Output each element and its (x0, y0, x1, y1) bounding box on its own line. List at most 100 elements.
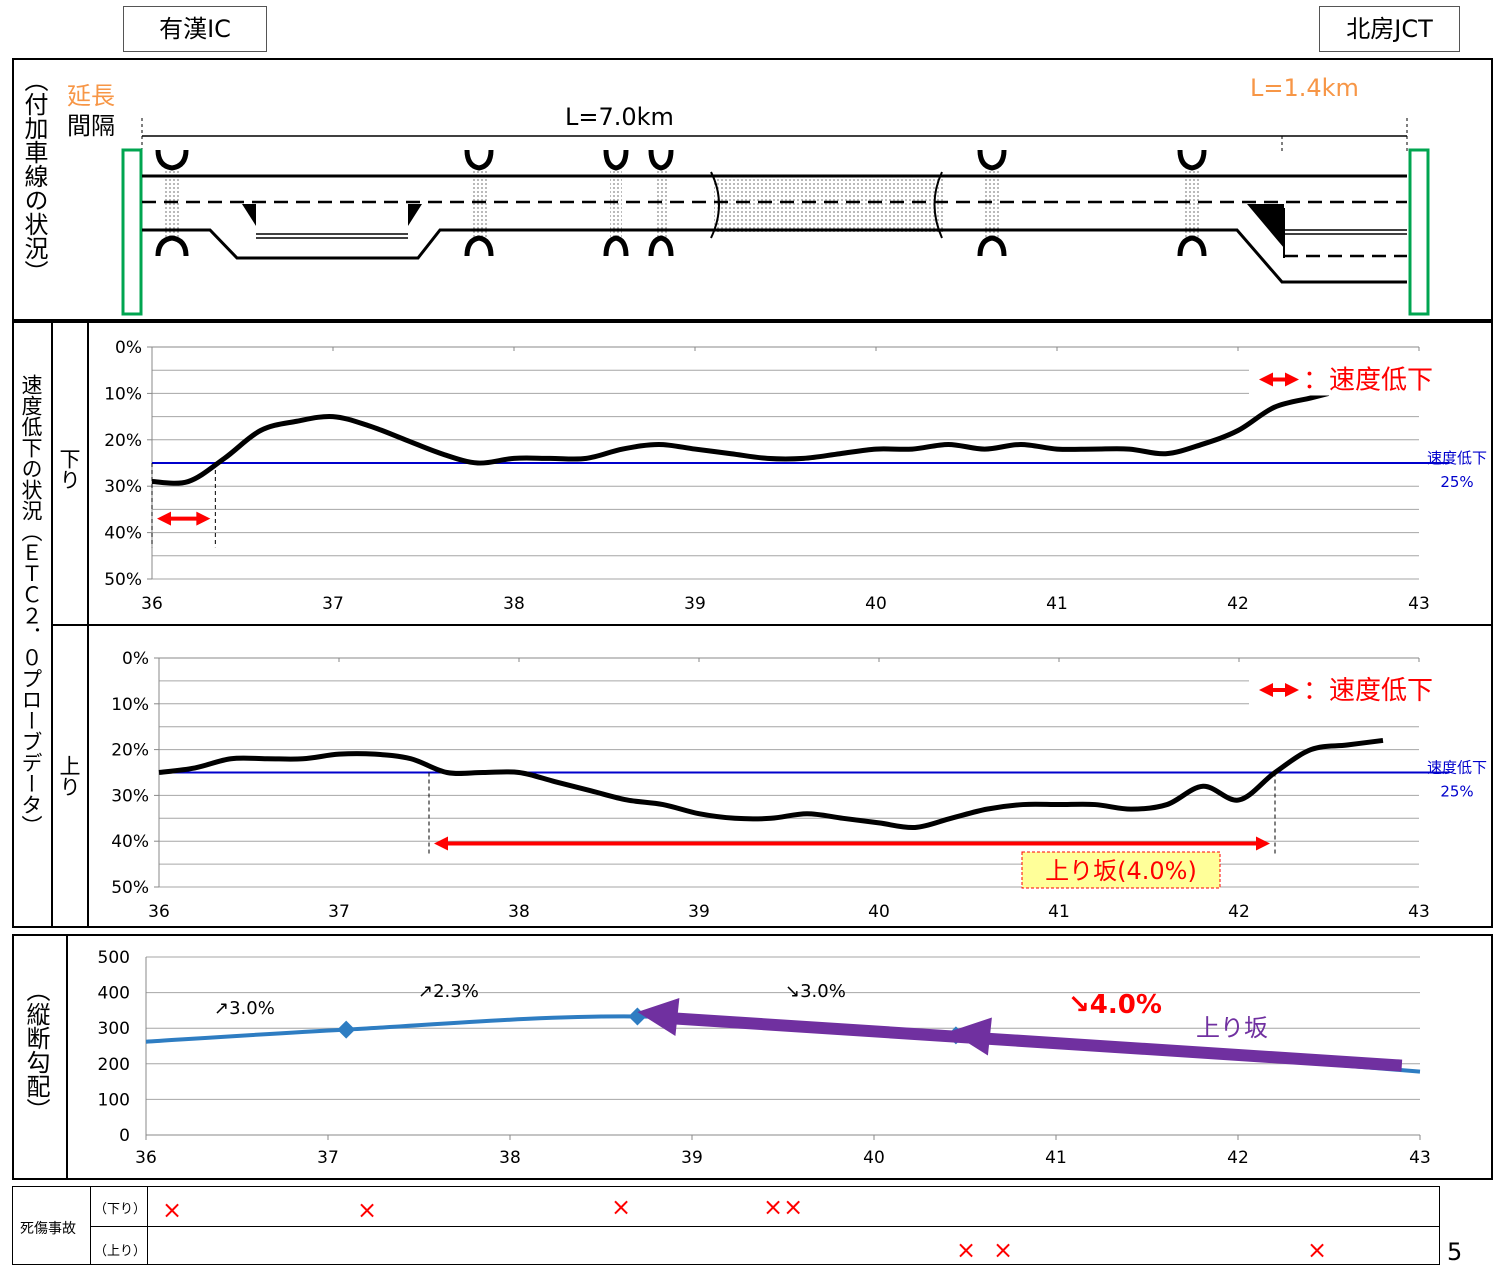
down-label: 下り (57, 448, 81, 490)
grad-y-tick-label: 500 (98, 948, 130, 968)
upslope-arrow-head (637, 997, 680, 1036)
up-legend-arrow-head-right (1285, 683, 1299, 698)
down-threshold-value: 25% (1440, 473, 1473, 491)
accident-down-marker: × (357, 1196, 378, 1224)
up-y-tick-label: 0% (122, 649, 149, 669)
down-range-arrow-head-right (196, 511, 211, 526)
up-range-arrow-head-left (434, 836, 448, 851)
up-y-tick-label: 50% (111, 878, 149, 898)
accident-down-marker: × (611, 1193, 632, 1221)
highlight-grade-label: ↘4.0% (1068, 990, 1162, 1020)
speed-divider-h (51, 624, 1493, 626)
main-length-label: L=7.0km (565, 103, 674, 131)
down-legend-arrow-head-right (1285, 372, 1299, 387)
up-y-tick-label: 20% (111, 741, 149, 761)
down-x-tick-label: 38 (503, 594, 525, 614)
up-x-tick-label: 42 (1228, 902, 1250, 922)
up-speed-chart: 0% 10% 20% 30% 40% 50% 36 37 38 39 40 41 42 43 速度低下 25%… (111, 649, 1487, 922)
down-y-tick-label: 10% (104, 384, 142, 404)
gradient-panel-title: （縦断勾配） (22, 978, 50, 1122)
grade-label: ↗3.0% (214, 998, 275, 1019)
down-y-tick-label: 20% (104, 431, 142, 451)
interval-label: 間隔 (67, 112, 115, 140)
length-label: 延長 (67, 82, 115, 110)
grad-marker (337, 1020, 356, 1039)
grad-x-tick-label: 42 (1227, 1148, 1249, 1168)
lane-panel (12, 58, 1493, 321)
grad-x-tick-label: 38 (499, 1148, 521, 1168)
acc-col-1 (90, 1186, 91, 1265)
down-series-line (151, 390, 1330, 486)
up-legend-arrow-head-left (1259, 683, 1273, 698)
down-y-tick-label: 30% (104, 477, 142, 497)
up-y-tick-label: 10% (111, 695, 149, 715)
grad-x-tick-label: 40 (863, 1148, 885, 1168)
lane-diagram (121, 118, 1430, 316)
up-x-tick-label: 38 (508, 902, 530, 922)
upslope-arrow-shaft (667, 1011, 1403, 1072)
page-number: 5 (1447, 1238, 1463, 1266)
accident-down-label: （下り） (94, 1202, 147, 1217)
down-x-tick-label: 41 (1046, 594, 1068, 614)
grade-label: ↘3.0% (785, 981, 846, 1002)
down-x-tick-label: 36 (141, 594, 163, 614)
accident-row-header: 死傷事故 (20, 1221, 76, 1237)
upslope-arrow-mid-head (949, 1017, 992, 1056)
grad-y-tick-label: 400 (98, 984, 130, 1004)
down-legend-arrow-head-left (1259, 372, 1273, 387)
accident-up-marker: × (993, 1236, 1014, 1264)
up-threshold-value: 25% (1440, 783, 1473, 801)
speed-panel-title: 速度低下の状況（ＥＴＣ２．０プローブデータ） (19, 374, 43, 836)
accident-down-marker: × (162, 1196, 183, 1224)
acc-row (90, 1226, 1440, 1227)
grad-x-tick-label: 43 (1409, 1148, 1431, 1168)
up-x-tick-label: 37 (328, 902, 350, 922)
up-threshold-label: 速度低下 (1427, 759, 1487, 777)
up-x-tick-label: 39 (688, 902, 710, 922)
down-x-tick-label: 39 (684, 594, 706, 614)
up-x-tick-label: 40 (868, 902, 890, 922)
up-y-tick-label: 40% (111, 832, 149, 852)
up-y-tick-label: 30% (111, 786, 149, 806)
grade-label: ↗2.3% (418, 981, 479, 1002)
left-ic-label: 有漢IC (123, 6, 267, 52)
down-y-tick-label: 40% (104, 524, 142, 544)
upslope-box-label: 上り坂(4.0%) (1045, 857, 1197, 885)
accident-up-marker: × (1307, 1236, 1328, 1264)
gradient-panel (12, 934, 1493, 1180)
down-threshold-label: 速度低下 (1427, 449, 1487, 467)
up-x-tick-label: 36 (148, 902, 170, 922)
down-legend-label: ：速度低下 (1303, 365, 1433, 395)
grad-y-tick-label: 100 (98, 1090, 130, 1110)
grad-y-tick-label: 0 (119, 1126, 130, 1146)
accident-down-marker: ×× (763, 1193, 804, 1221)
grad-y-tick-label: 200 (98, 1055, 130, 1075)
down-x-tick-label: 42 (1227, 594, 1249, 614)
grad-x-tick-label: 37 (317, 1148, 339, 1168)
up-label: 上り (57, 755, 81, 797)
down-speed-chart: 0% 10% 20% 30% 40% 50% 36 37 38 39 40 41 42 43 速度低下 25%… (104, 338, 1487, 614)
grad-x-tick-label: 39 (681, 1148, 703, 1168)
up-series-line (158, 737, 1384, 831)
right-length-label: L=1.4km (1250, 74, 1359, 102)
upslope-box (1021, 851, 1221, 889)
down-y-tick-label: 0% (115, 338, 142, 358)
gradient-divider (66, 934, 68, 1180)
down-x-tick-label: 40 (865, 594, 887, 614)
gradient-chart: 0 100 200 300 400 500 36 37 38 39 40 41 42 43 ↗3.0% ↗2.… (98, 948, 1431, 1168)
up-x-tick-label: 41 (1048, 902, 1070, 922)
down-range-arrow-head-left (157, 511, 171, 526)
acc-col-2 (147, 1186, 148, 1265)
grad-x-tick-label: 36 (135, 1148, 157, 1168)
grad-y-tick-label: 300 (98, 1019, 130, 1039)
grad-upslope-label: 上り坂 (1196, 1014, 1268, 1042)
lane-panel-title: （付加車線の状況） (20, 68, 48, 284)
up-range-arrow-head-right (1256, 836, 1270, 851)
down-x-tick-label: 43 (1408, 594, 1430, 614)
accident-up-label: （上り） (94, 1244, 147, 1259)
right-ic-label: 北房JCT (1319, 6, 1460, 52)
up-x-tick-label: 43 (1408, 902, 1430, 922)
down-x-tick-label: 37 (322, 594, 344, 614)
down-y-tick-label: 50% (104, 570, 142, 590)
up-legend-label: ：速度低下 (1303, 676, 1433, 706)
